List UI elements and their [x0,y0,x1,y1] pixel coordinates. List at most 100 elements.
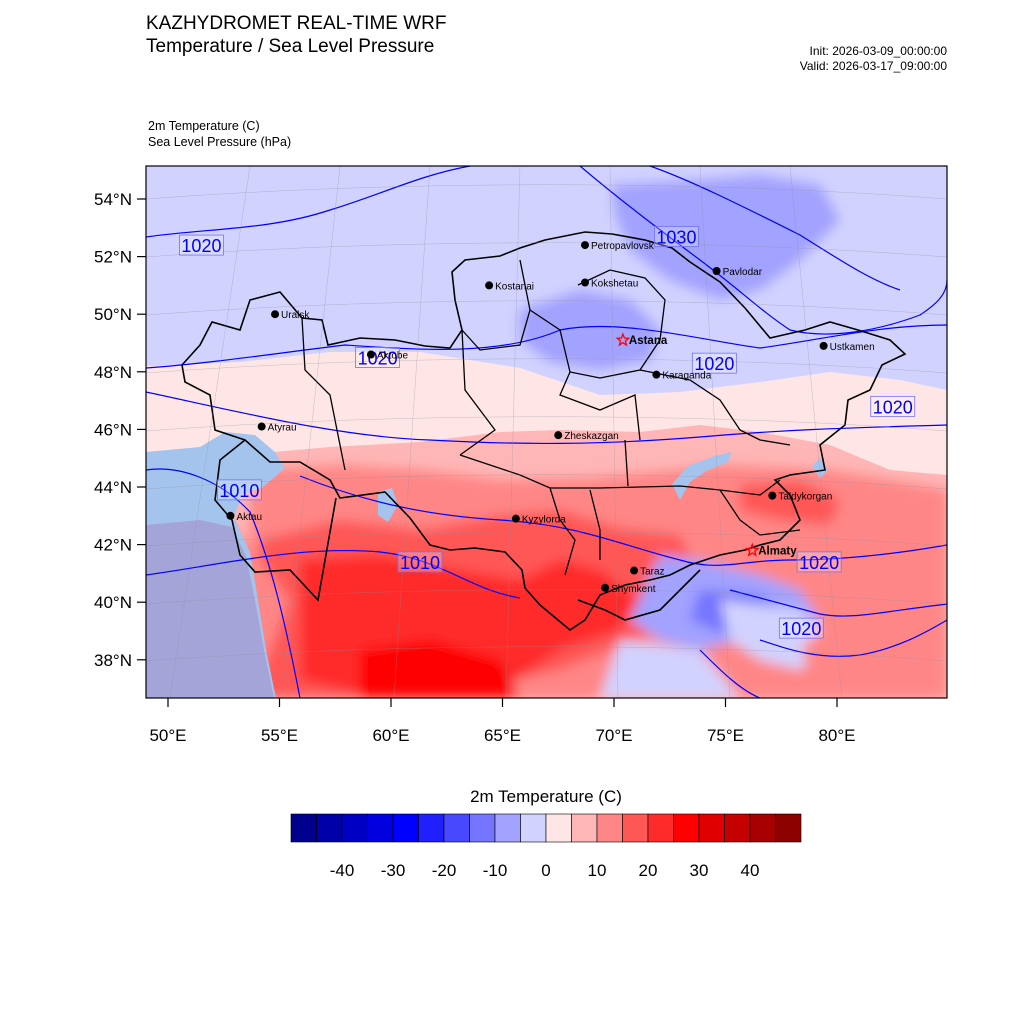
city-dot-icon [819,341,828,350]
lat-tick-label: 40°N [94,593,132,612]
title-line-1: KAZHYDROMET REAL-TIME WRF [146,13,447,34]
lon-tick-label: 50°E [149,726,186,745]
isobar-label: 1020 [694,354,734,374]
lat-tick-label: 48°N [94,363,132,382]
colorbar [290,813,802,843]
isobar-label-box [870,395,916,417]
isobar-label: 1020 [781,619,821,639]
colorbar-swatch [647,813,674,843]
lat-tick-label: 42°N [94,536,132,555]
graticule [146,166,947,698]
colorbar-swatch [494,813,521,843]
colorbar-swatch [698,813,725,843]
lat-tick-label: 44°N [94,478,132,497]
colorbar-label: 0 [541,861,551,880]
city-dot-icon [768,491,777,500]
isobar-label-box [179,234,224,256]
lon-tick-label: 70°E [595,726,632,745]
city-label: Shymkent [611,584,656,595]
colorbar-swatch [316,813,343,843]
city-dot-icon [554,431,563,440]
city-dot-icon [581,278,590,287]
colorbar-swatch [622,813,649,843]
colorbar-swatch [775,813,802,843]
field-temperature: 2m Temperature (C) [148,119,260,133]
city-label: Zheskazgan [564,431,618,442]
isobar-label-box [654,226,699,247]
lat-tick-label: 52°N [94,248,132,267]
city-dot-icon [652,370,661,379]
temperature-field [146,166,947,698]
lon-tick-label: 65°E [484,726,521,745]
city-dot-icon [630,566,639,575]
city-label: Aktau [236,512,262,523]
lat-tick-label: 46°N [94,420,132,439]
colorbar-label: 10 [587,861,607,880]
isobar-label: 1010 [219,481,259,501]
isobars [146,166,947,698]
lon-tick-label: 55°E [261,726,298,745]
city-label: Atyrau [268,423,297,434]
capital-star-icon [615,332,631,347]
city-dot-icon [257,422,266,431]
isobar-label-box [355,346,401,368]
colorbar-swatch [367,813,394,843]
caspian-sea [146,432,285,698]
lon-tick-label: 60°E [372,726,409,745]
colorbar-swatch [418,813,445,843]
isobar-label-box [216,479,262,501]
city-label: Almaty [758,545,797,557]
colorbar-swatch [392,813,419,843]
city-label: Petropavlovsk [591,241,655,252]
colorbar-swatch [443,813,470,843]
colorbar-swatch [469,813,496,843]
colorbar-title: 2m Temperature (C) [470,787,622,806]
city-dot-icon [511,514,520,523]
lat-tick-label: 50°N [94,305,132,324]
isobar-label: 1010 [400,553,440,573]
city-label: Kostanai [495,281,534,292]
city-dot-icon [226,511,235,520]
longitude-axis: 50°E 55°E 60°E 65°E 70°E 75°E 80°E [149,698,856,745]
colorbar-label: 20 [638,861,658,880]
time-info: Init: 2026-03-09_00:00:00 Valid: 2026-03… [800,44,947,74]
colorbar-swatch [520,813,547,843]
colorbar-swatch [571,813,598,843]
city-dot-icon [271,310,280,319]
colorbar-label: -20 [431,861,457,880]
isobar-label: 1020 [799,553,839,573]
colorbar-label: 40 [740,861,760,880]
city-dot-icon [581,241,590,250]
city-label: Kokshetau [591,279,638,290]
oblast-borders [301,259,801,576]
colorbar-swatch [341,813,368,843]
colorbar-label: -10 [482,861,508,880]
city-label: Astana [629,335,668,347]
isobar-label-box [397,551,443,573]
colorbar-label: 30 [689,861,709,880]
colorbar-swatch [673,813,700,843]
map-title: KAZHYDROMET REAL-TIME WRF Temperature / … [146,12,447,58]
field-descriptions: 2m Temperature (C) Sea Level Pressure (h… [148,119,291,150]
isobar-label-box [778,617,824,639]
isobar-label: 1030 [656,227,696,247]
country-borders [181,231,907,631]
lon-tick-label: 75°E [707,726,744,745]
city-markers: Petropavlovsk Kostanai Kokshetau Pavlodar Ur… [226,241,875,595]
colorbar-swatch [545,813,572,843]
isobar-label: 1020 [873,397,913,417]
city-label: Ustkamen [830,342,875,353]
city-dot-icon [712,267,721,275]
capital-star-icon [744,542,760,557]
colorbar-label: -30 [380,861,406,880]
city-dot-icon [601,583,610,592]
city-label: Taldykorgan [778,492,832,503]
isobar-label-box [691,352,737,374]
colorbar-swatch [290,813,317,843]
city-label: Aktobe [377,351,409,362]
colorbar-label: -40 [329,861,355,880]
valid-time: Valid: 2026-03-17_09:00:00 [799,59,947,73]
isobar-label-box [796,551,842,573]
